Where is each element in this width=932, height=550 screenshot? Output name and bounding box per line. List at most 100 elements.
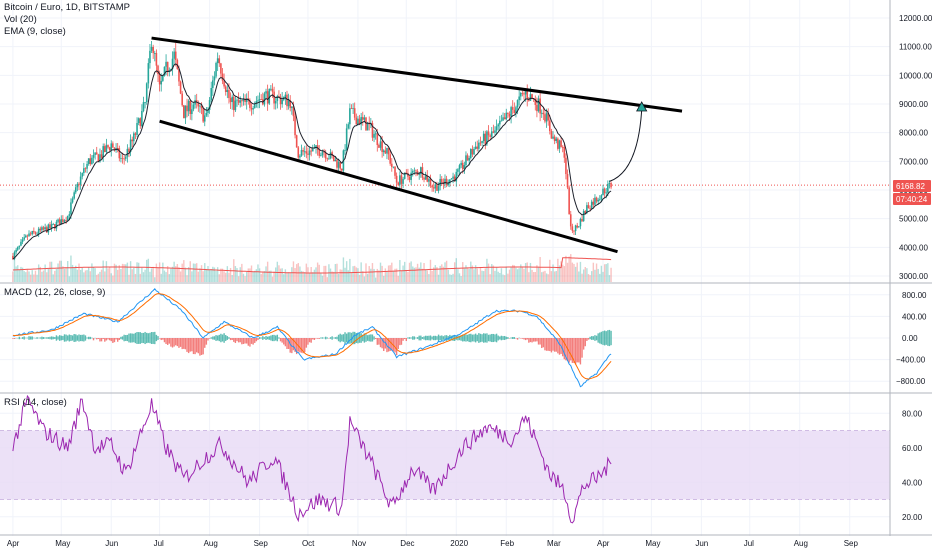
candle-body [20,241,22,246]
volume-bar [499,273,501,282]
candle-body [355,117,358,125]
symbol-title[interactable]: Bitcoin / Euro, 1D, BITSTAMP [4,2,131,13]
candle-body [516,100,519,108]
volume-bar [265,266,267,282]
macd-hist-bar [65,334,67,342]
volume-bar [602,271,604,282]
volume-bar [397,275,399,282]
volume-bar [257,264,259,282]
volume-bar [437,274,440,282]
volume-bar [453,262,456,282]
macd-hist-bar [416,337,419,339]
macd-hist-bar [21,337,24,339]
macd-hist-bar [557,338,559,354]
candle-body [434,184,437,189]
macd-hist-bar [318,338,320,339]
macd-hist-bar [607,330,609,346]
volume-bar [460,276,462,282]
macd-hist-bar [202,338,204,355]
macd-hist-bar [308,338,311,343]
candle-body [302,150,304,152]
macd-axis: 800.00 400.00 0.00 −400.00 −800.00 [896,291,927,386]
macd-hist-bar [510,337,512,339]
candle-body [83,168,85,174]
macd-hist-bar [552,338,554,351]
candle-body [300,150,303,156]
candle-body [374,133,377,135]
candle-body [426,175,429,182]
macd-hist-bar [515,338,517,339]
candle-body [602,188,604,196]
candle-body [284,94,287,98]
candle-body [271,88,274,92]
volume-bar [73,267,75,282]
volume-bar [97,273,100,282]
volume-bar [67,261,69,282]
volume-bar [592,262,595,282]
candle-body [315,145,317,148]
candle-body [107,145,109,148]
ema-indicator-label[interactable]: EMA (9, close) [4,26,66,37]
macd-hist-bar [507,337,509,339]
macd-hist-bar [147,333,150,343]
volume-bar [20,266,22,282]
candle-body [18,245,21,248]
candle-body [79,176,82,185]
candle-body [197,102,200,107]
candle-body [582,211,585,222]
candle-body [366,123,369,131]
macd-hist-bar [324,336,327,340]
candle-body [373,133,375,138]
volume-bar [237,276,240,282]
candle-body [181,93,183,106]
candle-body [494,130,496,133]
candle-body [215,63,217,77]
macd-hist-bar [442,336,445,340]
volume-bar [476,268,478,282]
volume-bar [191,271,193,282]
candle-body [236,99,238,101]
macd-indicator-label[interactable]: MACD (12, 26, close, 9) [4,287,106,298]
time-tick-11: Mar [547,539,561,548]
candle-body [337,162,340,168]
volume-bar [524,263,527,282]
volume-bar [44,264,46,282]
candle-body [439,178,441,187]
price-tick-4: 8000.00 [899,129,928,138]
volume-bar [553,271,556,282]
macd-hist-bar [31,336,33,340]
volume-bar [200,265,203,282]
rsi-indicator-label[interactable]: RSI (14, close) [4,397,67,408]
macd-hist-bar [29,336,32,340]
macd-hist-bar [320,337,322,339]
volume-bar [107,268,109,282]
candle-body [102,146,104,158]
candle-body [108,147,111,151]
candle-body [361,117,364,120]
macd-hist-bar [13,338,16,339]
volume-bar [560,261,562,282]
candle-body [84,168,87,170]
candle-body [220,63,222,74]
macd-hist-bar [608,329,611,347]
volume-bar [226,266,229,282]
volume-bar [371,263,374,282]
macd-hist-bar [431,336,433,340]
candle-body [294,116,296,136]
macd-hist-bar [204,338,206,348]
candle-body [287,100,290,107]
volume-bar [587,274,590,282]
volume-bar [426,270,428,282]
vol-indicator-label[interactable]: Vol (20) [4,14,37,25]
candle-body [540,112,543,114]
macd-hist-bar [347,332,349,344]
candle-body [363,117,366,120]
volume-bar [468,269,470,282]
volume-bar [137,262,140,282]
macd-hist-bar [191,338,193,352]
macd-tick-1: 400.00 [902,312,927,321]
price-tick-5: 7000.00 [899,157,928,166]
candle-body [65,220,67,221]
candle-body [68,214,71,216]
